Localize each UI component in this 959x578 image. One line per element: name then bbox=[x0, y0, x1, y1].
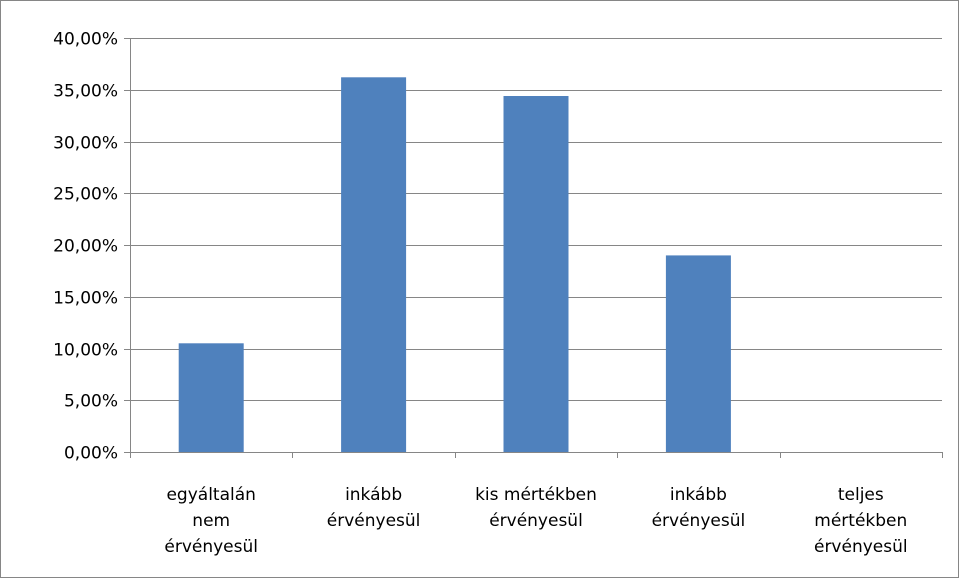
x-category-label: érvényesül bbox=[652, 511, 746, 531]
bar bbox=[341, 77, 407, 453]
x-category-labels: egyáltalán nem érvényesül inkább érvényesül k… bbox=[164, 485, 907, 557]
x-category-label: érvényesül bbox=[327, 511, 421, 531]
bar bbox=[178, 343, 244, 452]
bar bbox=[665, 255, 731, 452]
x-category-label: inkább bbox=[345, 485, 402, 505]
y-tick-label: 25,00% bbox=[53, 185, 118, 205]
y-tick-labels: 0,00% 5,00% 10,00% 15,00% 20,00% 25,00% 30,00%… bbox=[53, 30, 118, 464]
y-tick-label: 5,00% bbox=[64, 392, 118, 412]
axes bbox=[124, 38, 943, 458]
bar bbox=[503, 96, 569, 452]
x-category-label: érvényesül bbox=[814, 537, 908, 557]
x-category-label: egyáltalán bbox=[166, 485, 255, 505]
y-tick-label: 30,00% bbox=[53, 134, 118, 154]
y-tick-label: 15,00% bbox=[53, 289, 118, 309]
x-category-label: inkább bbox=[670, 485, 727, 505]
x-category-label: kis mértékben bbox=[475, 485, 597, 505]
x-category-label: mértékben bbox=[814, 511, 907, 531]
y-tick-label: 10,00% bbox=[53, 341, 118, 361]
y-tick-label: 35,00% bbox=[53, 82, 118, 102]
y-tick-label: 20,00% bbox=[53, 237, 118, 257]
x-category-label: nem bbox=[192, 511, 230, 531]
x-category-label: érvényesül bbox=[164, 537, 258, 557]
y-tick-label: 0,00% bbox=[64, 444, 118, 464]
y-tick-label: 40,00% bbox=[53, 30, 118, 50]
x-category-label: érvényesül bbox=[489, 511, 583, 531]
x-category-label: teljes bbox=[838, 485, 884, 505]
bars bbox=[178, 77, 731, 453]
